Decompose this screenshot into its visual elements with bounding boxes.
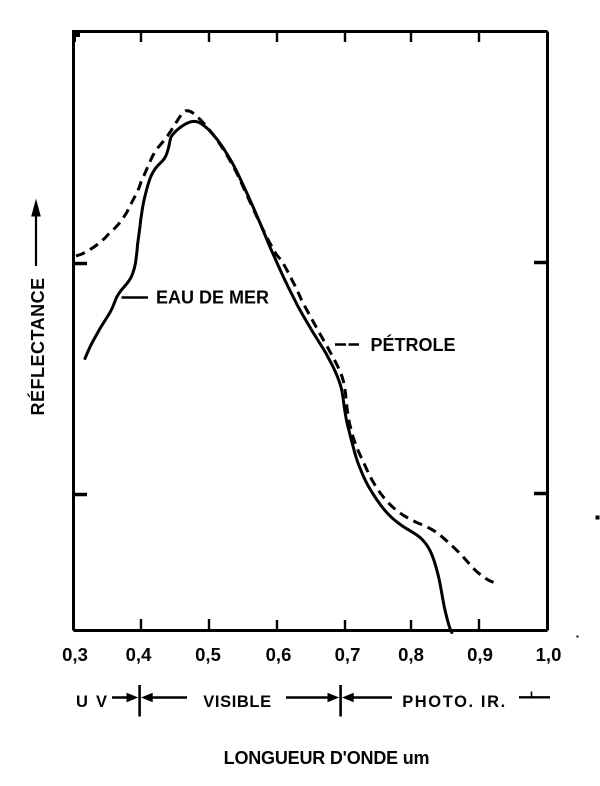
svg-text:PHOTO. IR.: PHOTO. IR.: [402, 693, 507, 711]
svg-text:0,8: 0,8: [398, 644, 424, 665]
svg-text:1,0: 1,0: [536, 644, 562, 665]
svg-text:0,4: 0,4: [126, 644, 152, 665]
svg-text:0,9: 0,9: [467, 644, 493, 665]
svg-text:0,3: 0,3: [62, 644, 88, 665]
svg-text:0,6: 0,6: [266, 644, 292, 665]
svg-text:0,7: 0,7: [335, 644, 361, 665]
svg-text:0,5: 0,5: [195, 644, 221, 665]
svg-text:RÉFLECTANCE: RÉFLECTANCE: [27, 277, 48, 415]
svg-text:V: V: [96, 693, 107, 711]
svg-text:EAU DE MER: EAU DE MER: [156, 288, 269, 308]
svg-text:U: U: [76, 693, 88, 711]
svg-text:VISIBLE: VISIBLE: [203, 693, 271, 711]
svg-text:PÉTROLE: PÉTROLE: [371, 334, 456, 355]
svg-text:LONGUEUR D'ONDE um: LONGUEUR D'ONDE um: [224, 748, 430, 768]
